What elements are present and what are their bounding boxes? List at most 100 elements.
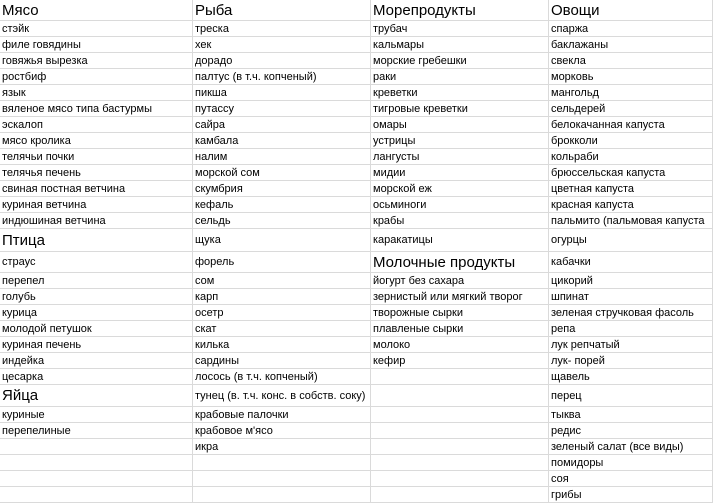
- cell: зеленый салат (все виды): [549, 439, 713, 455]
- cell: килька: [193, 337, 371, 353]
- cell: морские гребешки: [371, 53, 549, 69]
- cell: налим: [193, 149, 371, 165]
- cell: омары: [371, 117, 549, 133]
- cell: палтус (в т.ч. копченый): [193, 69, 371, 85]
- header-cell: Морепродукты: [371, 0, 549, 21]
- cell: мясо кролика: [0, 133, 193, 149]
- cell: тигровые креветки: [371, 101, 549, 117]
- cell: филе говядины: [0, 37, 193, 53]
- cell: крабовые палочки: [193, 407, 371, 423]
- cell: сом: [193, 273, 371, 289]
- cell: [371, 471, 549, 487]
- cell: репа: [549, 321, 713, 337]
- cell: кольраби: [549, 149, 713, 165]
- cell: морской еж: [371, 181, 549, 197]
- cell: цикорий: [549, 273, 713, 289]
- cell: творожные сырки: [371, 305, 549, 321]
- cell: [371, 423, 549, 439]
- cell: [371, 407, 549, 423]
- cell: осетр: [193, 305, 371, 321]
- cell: баклажаны: [549, 37, 713, 53]
- header-cell: Рыба: [193, 0, 371, 21]
- cell: свекла: [549, 53, 713, 69]
- cell: стэйк: [0, 21, 193, 37]
- cell: красная капуста: [549, 197, 713, 213]
- cell: [0, 455, 193, 471]
- cell: щавель: [549, 369, 713, 385]
- cell: камбала: [193, 133, 371, 149]
- cell: [371, 369, 549, 385]
- cell: зернистый или мягкий творог: [371, 289, 549, 305]
- cell: перепелиные: [0, 423, 193, 439]
- section-heading: Яйца: [0, 385, 193, 407]
- cell: индюшиная ветчина: [0, 213, 193, 229]
- cell: тыква: [549, 407, 713, 423]
- cell: сельдерей: [549, 101, 713, 117]
- cell: ростбиф: [0, 69, 193, 85]
- cell: лангусты: [371, 149, 549, 165]
- cell: кефир: [371, 353, 549, 369]
- cell: сайра: [193, 117, 371, 133]
- cell: хек: [193, 37, 371, 53]
- cell: говяжья вырезка: [0, 53, 193, 69]
- cell: голубь: [0, 289, 193, 305]
- cell: спаржа: [549, 21, 713, 37]
- cell: форель: [193, 252, 371, 273]
- cell: креветки: [371, 85, 549, 101]
- cell: молоко: [371, 337, 549, 353]
- cell: скумбрия: [193, 181, 371, 197]
- cell: лук- порей: [549, 353, 713, 369]
- cell: путассу: [193, 101, 371, 117]
- cell: курица: [0, 305, 193, 321]
- cell: цесарка: [0, 369, 193, 385]
- cell: морской сом: [193, 165, 371, 181]
- cell: свиная постная ветчина: [0, 181, 193, 197]
- cell: страус: [0, 252, 193, 273]
- cell: [371, 455, 549, 471]
- cell: пикша: [193, 85, 371, 101]
- cell: лосось (в т.ч. копченый): [193, 369, 371, 385]
- cell: [0, 439, 193, 455]
- cell: редис: [549, 423, 713, 439]
- cell: белокачанная капуста: [549, 117, 713, 133]
- cell: куриная печень: [0, 337, 193, 353]
- cell: кабачки: [549, 252, 713, 273]
- cell: [193, 471, 371, 487]
- cell: телячьи почки: [0, 149, 193, 165]
- cell: брокколи: [549, 133, 713, 149]
- cell: устрицы: [371, 133, 549, 149]
- cell: огурцы: [549, 229, 713, 252]
- cell: каракатицы: [371, 229, 549, 252]
- cell: лук репчатый: [549, 337, 713, 353]
- cell: тунец (в. т.ч. конс. в собств. соку): [193, 385, 371, 407]
- cell: икра: [193, 439, 371, 455]
- cell: молодой петушок: [0, 321, 193, 337]
- cell: [193, 455, 371, 471]
- header-cell: Овощи: [549, 0, 713, 21]
- cell: кальмары: [371, 37, 549, 53]
- cell: йогурт без сахара: [371, 273, 549, 289]
- cell: брюссельская капуста: [549, 165, 713, 181]
- cell: пальмито (пальмовая капуста: [549, 213, 713, 229]
- cell: треска: [193, 21, 371, 37]
- section-heading: Молочные продукты: [371, 252, 549, 273]
- cell: мидии: [371, 165, 549, 181]
- cell: сельдь: [193, 213, 371, 229]
- cell: [371, 385, 549, 407]
- cell: трубач: [371, 21, 549, 37]
- cell: крабы: [371, 213, 549, 229]
- cell: мангольд: [549, 85, 713, 101]
- cell: скат: [193, 321, 371, 337]
- cell: шпинат: [549, 289, 713, 305]
- cell: морковь: [549, 69, 713, 85]
- cell: помидоры: [549, 455, 713, 471]
- cell: сардины: [193, 353, 371, 369]
- cell: эскалоп: [0, 117, 193, 133]
- cell: раки: [371, 69, 549, 85]
- cell: зеленая стручковая фасоль: [549, 305, 713, 321]
- cell: плавленые сырки: [371, 321, 549, 337]
- cell: язык: [0, 85, 193, 101]
- cell: дорадо: [193, 53, 371, 69]
- cell: куриные: [0, 407, 193, 423]
